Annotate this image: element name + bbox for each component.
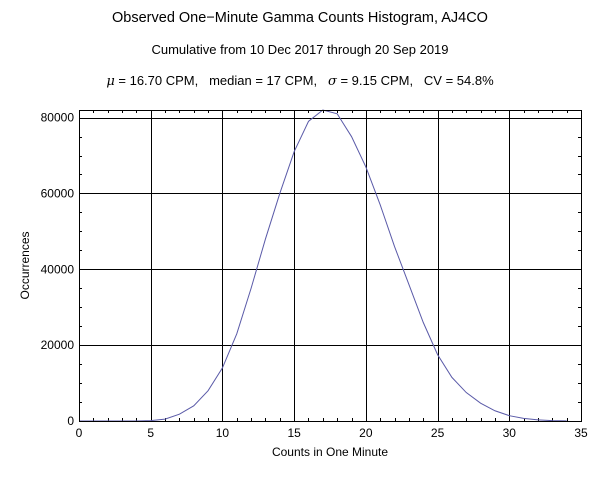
x-tick-label: 5	[147, 426, 154, 440]
x-tick-label: 25	[431, 426, 445, 440]
sigma-symbol: σ	[327, 74, 337, 89]
x-tick-label: 30	[503, 426, 517, 440]
series-line	[79, 109, 567, 422]
chart-stats: μ = 16.70 CPM, median = 17 CPM, σ = 9.15…	[0, 73, 600, 89]
x-tick-label: 20	[359, 426, 373, 440]
chart-subtitle: Cumulative from 10 Dec 2017 through 20 S…	[151, 42, 449, 57]
x-tick-label: 0	[76, 426, 83, 440]
y-axis-label: Occurrences	[18, 231, 32, 299]
chart-title: Observed One−Minute Gamma Counts Histogr…	[112, 10, 488, 26]
y-tick-label: 40000	[41, 262, 75, 276]
stat-median: median = 17 CPM,	[209, 73, 318, 88]
axis-ticks	[79, 110, 582, 422]
stat-mean: = 16.70 CPM,	[114, 73, 199, 88]
x-axis-label: Counts in One Minute	[272, 445, 388, 459]
tick-labels: 0 5 10 15 20 25 30 35 0 20000 40000 60000 80000	[41, 111, 588, 440]
mu-symbol: μ	[106, 74, 115, 89]
y-tick-label: 60000	[41, 186, 75, 200]
y-tick-label: 20000	[41, 338, 75, 352]
x-tick-label: 15	[287, 426, 301, 440]
grid-lines	[79, 110, 581, 421]
plot-frame	[79, 110, 582, 422]
y-tick-label: 0	[67, 414, 74, 428]
x-tick-label: 10	[216, 426, 230, 440]
y-tick-label: 80000	[41, 111, 75, 125]
x-tick-label: 35	[574, 426, 588, 440]
stat-sigma: = 9.15 CPM,	[336, 73, 414, 88]
stat-cv: CV = 54.8%	[423, 73, 494, 88]
